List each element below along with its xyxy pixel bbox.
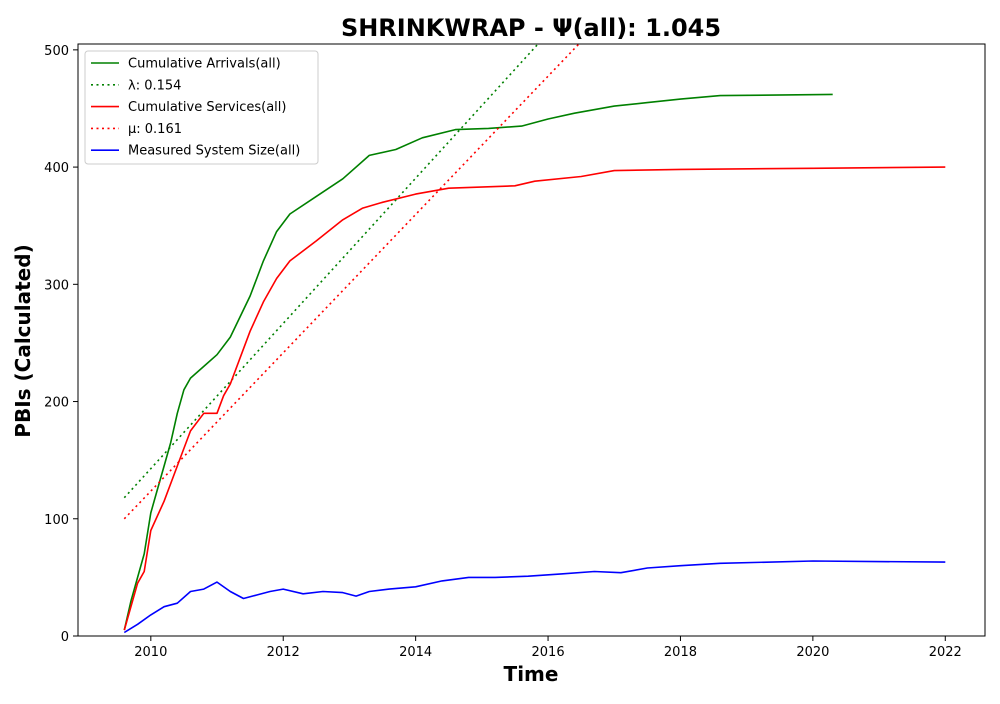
legend-label-1: λ: 0.154 — [128, 78, 181, 93]
x-tick-label-6: 2022 — [929, 645, 962, 660]
series-line-1 — [123, 44, 540, 499]
x-axis-label: Time — [504, 662, 559, 686]
plot-area: 2010 2012 2014 2016 2018 2020 2022 0 100 200 300 40… — [44, 43, 986, 660]
legend-label-2: Cumulative Services(all) — [128, 100, 286, 115]
x-tick-label-1: 2012 — [267, 645, 300, 660]
series-line-2 — [123, 166, 946, 631]
legend-label-4: Measured System Size(all) — [128, 144, 300, 159]
x-tick-label-5: 2020 — [796, 645, 829, 660]
y-tick-label-5: 500 — [44, 44, 69, 59]
y-tick-label-0: 0 — [61, 630, 69, 645]
legend-box — [84, 50, 319, 165]
series-line-3 — [123, 44, 580, 520]
y-tick-label-4: 400 — [44, 161, 69, 176]
legend-label-3: μ: 0.161 — [128, 122, 182, 137]
axes-frame — [77, 43, 986, 637]
y-tick-label-3: 300 — [44, 278, 69, 293]
legend: Cumulative Arrivals(all) λ: 0.154 Cumulati… — [84, 50, 319, 165]
y-tick-label-2: 200 — [44, 396, 69, 411]
y-tick-label-1: 100 — [44, 513, 69, 528]
y-axis-label: PBIs (Calculated) — [11, 244, 35, 437]
chart-title: SHRINKWRAP - Ψ(all): 1.045 — [341, 14, 721, 42]
series-line-0 — [123, 93, 833, 631]
x-tick-label-0: 2010 — [134, 645, 167, 660]
x-tick-label-2: 2014 — [399, 645, 432, 660]
legend-label-0: Cumulative Arrivals(all) — [128, 57, 281, 72]
x-tick-label-3: 2016 — [532, 645, 565, 660]
series-line-4 — [123, 560, 946, 634]
x-tick-label-4: 2018 — [664, 645, 697, 660]
